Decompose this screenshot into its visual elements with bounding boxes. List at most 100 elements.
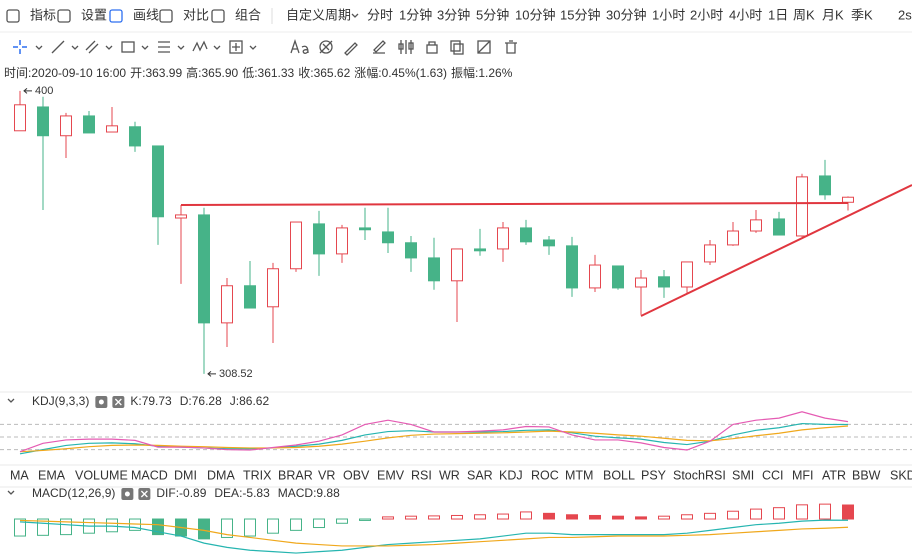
tool-icon	[109, 9, 123, 23]
indicator-tab[interactable]: RSI	[411, 468, 432, 482]
period-item[interactable]: 30分钟	[606, 7, 646, 22]
macd-bar	[750, 508, 762, 520]
candle-body	[198, 214, 210, 324]
trend-line[interactable]	[640, 184, 912, 317]
period-item[interactable]: 自定义周期	[286, 7, 351, 22]
candle-body	[543, 239, 555, 247]
period-item[interactable]: 季K	[851, 7, 873, 22]
period-item[interactable]: 5分钟	[476, 7, 509, 22]
period-item[interactable]: 1小时	[652, 7, 685, 22]
period-item[interactable]: 2s	[898, 7, 912, 22]
indicator-tab[interactable]: BBW	[852, 468, 881, 482]
macd-bar	[37, 518, 49, 536]
indicator-tab[interactable]: TRIX	[243, 468, 272, 482]
text-tool[interactable]	[290, 38, 309, 54]
hide-tool[interactable]	[477, 40, 491, 54]
indicator-tab[interactable]: BOLL	[603, 468, 635, 482]
macd-bar	[658, 515, 670, 520]
indicator-tab[interactable]: SMI	[732, 468, 754, 482]
macd-bar	[244, 518, 256, 537]
measure-tool[interactable]	[229, 40, 257, 54]
edit-tool[interactable]	[373, 40, 386, 54]
pen-tool[interactable]	[344, 42, 358, 56]
legend-entry: MACD:9.88	[278, 486, 340, 500]
macd-bar	[474, 514, 486, 520]
period-item[interactable]: 1分钟	[399, 7, 432, 22]
indicator-tab[interactable]: ATR	[822, 468, 846, 482]
horizontal-line[interactable]	[180, 202, 849, 206]
indicator-title: MACD(12,26,9)	[32, 486, 115, 500]
candle-body	[612, 265, 624, 289]
legend-entry: DEA:-5.83	[214, 486, 270, 500]
indicator-tab[interactable]: SAR	[467, 468, 493, 482]
period-item[interactable]: 分时	[367, 7, 393, 22]
toolbar-item[interactable]: 画线	[133, 7, 159, 22]
candle-body	[681, 261, 693, 288]
indicator-tab[interactable]: MFI	[792, 468, 814, 482]
indicator-tab[interactable]: OBV	[343, 468, 370, 482]
delete-tool[interactable]	[505, 40, 517, 54]
indicator-tab[interactable]: VR	[318, 468, 335, 482]
channel-tool[interactable]	[85, 40, 113, 54]
candle-body	[106, 125, 118, 133]
indicator-tab[interactable]: EMA	[38, 468, 66, 482]
indicator-tab[interactable]: DMA	[207, 468, 235, 482]
indicator-tab[interactable]: SKD	[890, 468, 912, 482]
collapse-icon[interactable]	[7, 490, 15, 495]
crosshair-tool[interactable]	[13, 40, 43, 54]
indicator-tab[interactable]: CCI	[762, 468, 784, 482]
indicator-tab[interactable]: MTM	[565, 468, 593, 482]
period-item[interactable]: 15分钟	[560, 7, 600, 22]
indicator-tab[interactable]: KDJ	[499, 468, 523, 482]
wave-tool[interactable]	[192, 40, 221, 52]
candle-body	[819, 175, 831, 196]
indicator-tab[interactable]: StochRSI	[673, 468, 726, 482]
info-label: 振幅:	[451, 65, 478, 80]
candle-body	[428, 257, 440, 282]
collapse-icon[interactable]	[7, 398, 15, 403]
period-item[interactable]: 2小时	[690, 7, 723, 22]
period-item[interactable]: 周K	[793, 7, 815, 22]
info-label: 高:	[186, 65, 201, 80]
macd-bar	[543, 512, 555, 520]
period-item[interactable]: 4小时	[729, 7, 762, 22]
rect-tool[interactable]	[121, 41, 149, 53]
info-value: 363.99	[145, 66, 182, 80]
candle-tool[interactable]	[398, 40, 414, 54]
indicator-tab[interactable]: VOLUME	[75, 468, 128, 482]
brush-tool[interactable]	[319, 40, 333, 54]
line-tool[interactable]	[51, 40, 79, 54]
indicator-tab[interactable]: MA	[10, 468, 29, 482]
indicator-tab[interactable]: ROC	[531, 468, 559, 482]
period-item[interactable]: 3分钟	[437, 7, 470, 22]
macd-bar	[405, 515, 417, 520]
indicator-line	[19, 411, 849, 453]
period-item[interactable]: 10分钟	[515, 7, 555, 22]
indicator-tab[interactable]: BRAR	[278, 468, 313, 482]
period-item[interactable]: 月K	[822, 7, 844, 22]
indicator-tab[interactable]: MACD	[131, 468, 168, 482]
tool-icon	[211, 9, 225, 23]
toolbar-item[interactable]: 对比	[183, 7, 209, 22]
candle-body	[14, 104, 26, 132]
toolbar-item[interactable]: 组合	[235, 7, 261, 22]
lock-tool[interactable]	[426, 41, 438, 54]
toolbar-item[interactable]: 设置	[81, 7, 107, 22]
indicator-tab[interactable]: EMV	[377, 468, 405, 482]
indicator-tab[interactable]: DMI	[174, 468, 197, 482]
fib-tool[interactable]	[158, 41, 185, 53]
info-value: 0.45%(1.63)	[382, 66, 447, 80]
macd-bar	[842, 504, 854, 520]
candle-body	[405, 242, 417, 259]
price-marker: 400	[35, 85, 53, 97]
info-label: 时间:	[4, 66, 31, 80]
candle-body	[727, 230, 739, 246]
copy-tool[interactable]	[450, 40, 464, 55]
toolbar-item[interactable]: 指标	[30, 7, 56, 22]
settings-icon	[124, 491, 130, 497]
candle-body	[497, 227, 509, 250]
indicator-tab[interactable]: WR	[439, 468, 460, 482]
period-item[interactable]: 1日	[768, 7, 788, 22]
indicator-tab[interactable]: PSY	[641, 468, 667, 482]
legend-entry: D:76.28	[180, 394, 222, 408]
